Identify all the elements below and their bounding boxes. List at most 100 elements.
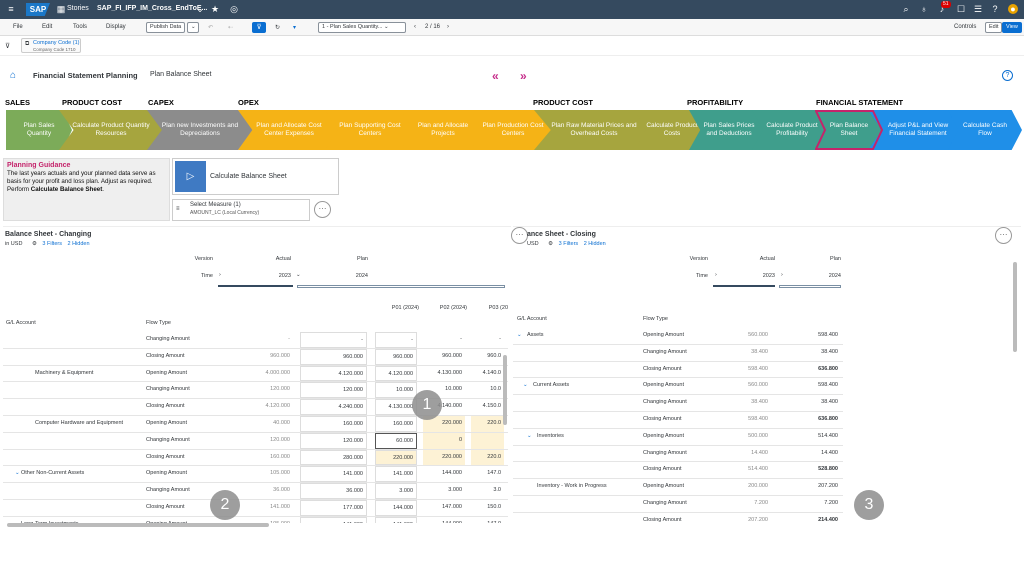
left-value-cell[interactable]: 120.000	[300, 382, 367, 399]
left-value-cell[interactable]: 220.0	[471, 416, 504, 432]
left-value-cell[interactable]: 960.000	[442, 352, 462, 359]
step-plan-sales-prices[interactable]: Plan Sales Prices and Deductions	[689, 110, 769, 150]
edit-mode-button[interactable]: Edit	[985, 22, 1003, 33]
filter-settings-icon[interactable]: ⊽	[5, 43, 11, 50]
menu-edit[interactable]: Edit	[42, 24, 53, 30]
chevron-down-icon[interactable]: ⌄	[196, 4, 204, 14]
left-value-cell[interactable]: 120.000	[300, 432, 367, 449]
right-filters-link[interactable]: 3 Filters	[558, 241, 579, 247]
step-plan-balance-sheet[interactable]: Plan Balance Sheet	[815, 110, 883, 150]
measure-more-icon[interactable]: ···	[314, 201, 331, 218]
left-scroll-v[interactable]	[503, 355, 507, 425]
right-table-more-icon[interactable]: ···	[995, 227, 1012, 244]
left-value-cell[interactable]: 220.000	[375, 449, 417, 466]
company-code-filter[interactable]: ⧉ Company Code (1) Company Code 1710	[21, 38, 81, 53]
story-name[interactable]: SAP_FI_IFP_IM_Cross_EndToE...	[97, 5, 208, 12]
left-scroll-h[interactable]	[7, 523, 269, 527]
notification-icon[interactable]: ♪	[939, 4, 945, 14]
left-value-cell[interactable]: 141.000	[375, 466, 417, 483]
step-calculate-cash-flow[interactable]: Calculate Cash Flow	[948, 110, 1022, 150]
menu-file[interactable]: File	[13, 24, 23, 30]
left-expand-actual-icon[interactable]: ›	[219, 272, 221, 278]
left-value-cell[interactable]: 220.0	[471, 449, 504, 466]
step-plan-allocate-cost-center[interactable]: Plan and Allocate Cost Center Expenses	[238, 110, 340, 150]
home-icon[interactable]: ⌂	[10, 70, 17, 81]
bookmark-icon[interactable]: ▾	[293, 25, 297, 31]
left-value-cell[interactable]: -	[499, 336, 501, 342]
left-value-cell[interactable]: 10.000	[445, 386, 462, 393]
left-value-cell[interactable]: 3.000	[375, 483, 417, 499]
history-icon[interactable]: ◎	[230, 4, 238, 14]
next-page-icon[interactable]: ›	[447, 24, 449, 30]
left-value-cell[interactable]: 4.140.0	[482, 369, 501, 376]
left-value-cell[interactable]: 280.000	[300, 449, 367, 466]
menu-display[interactable]: Display	[106, 24, 126, 30]
right-hidden-link[interactable]: 2 Hidden	[583, 241, 606, 247]
left-value-cell[interactable]: 960.000	[300, 348, 367, 365]
calculate-balance-sheet-button[interactable]: ▷ Calculate Balance Sheet	[172, 158, 339, 195]
redo-icon[interactable]: ⇠	[228, 25, 234, 31]
left-value-cell[interactable]: -	[460, 336, 462, 342]
left-value-cell[interactable]: 144.000	[423, 517, 465, 523]
right-expand-plan-icon[interactable]: ›	[781, 272, 783, 278]
publish-dropdown[interactable]: ⌄	[187, 22, 199, 33]
right-expand-actual-icon[interactable]: ›	[715, 272, 717, 278]
left-value-cell[interactable]: 960.0	[487, 352, 501, 359]
help-bulb-icon[interactable]: ♁	[920, 4, 928, 14]
menu-tools[interactable]: Tools	[73, 24, 88, 30]
left-expand-plan-icon[interactable]: ⌄	[296, 272, 301, 278]
left-table-more-icon[interactable]: ···	[511, 227, 528, 244]
publish-data-button[interactable]: Publish Data	[146, 22, 186, 33]
left-value-cell[interactable]: 141.000	[300, 466, 367, 483]
left-value-cell[interactable]: 4.130.000	[437, 369, 462, 376]
left-hidden-link[interactable]: 2 Hidden	[67, 241, 90, 247]
left-value-cell[interactable]: 4.240.000	[300, 399, 367, 415]
right-collapse-icon[interactable]: ⌄	[527, 432, 532, 439]
left-value-cell[interactable]: 4.120.000	[300, 365, 367, 382]
star-icon[interactable]: ★	[210, 4, 220, 14]
chat-icon[interactable]: ☐	[956, 4, 966, 14]
left-collapse-icon[interactable]: ⌄	[15, 521, 23, 523]
step-plan-allocate-projects[interactable]: Plan and Allocate Projects	[401, 110, 485, 150]
step-plan-new-investments[interactable]: Plan new Investments and Depreciations	[147, 110, 253, 150]
menu-icon[interactable]: ≡	[8, 4, 14, 14]
left-value-cell[interactable]: 160.000	[300, 416, 367, 432]
right-scroll-v[interactable]	[1013, 262, 1017, 352]
left-value-cell[interactable]: 220.000	[423, 449, 465, 466]
left-value-cell[interactable]: 220.000	[423, 416, 465, 432]
page-select[interactable]: 1 - Plan Sales Quantity... ⌄	[318, 22, 406, 33]
left-value-cell[interactable]: 177.000	[300, 500, 367, 516]
left-value-cell[interactable]: 4.150.0	[482, 403, 501, 410]
step-adjust-pl-financial-statement[interactable]: Adjust P&L and View Financial Statement	[868, 110, 968, 150]
info-icon[interactable]: ?	[1002, 70, 1013, 81]
left-value-cell[interactable]: 10.000	[375, 382, 417, 399]
prev-page-icon[interactable]: ‹	[414, 24, 416, 30]
controls-link[interactable]: Controls	[954, 24, 977, 30]
left-value-cell[interactable]: 4.140.000	[437, 403, 462, 410]
left-value-cell[interactable]: 960.000	[375, 348, 417, 365]
left-value-cell[interactable]: 147.0	[487, 470, 501, 477]
refresh-icon[interactable]: ↻	[275, 25, 281, 31]
select-measure[interactable]: ≡ Select Measure (1) AMOUNT_LC (Local Cu…	[172, 199, 310, 221]
right-collapse-icon[interactable]: ⌄	[523, 382, 528, 389]
left-value-cell[interactable]: 144.000	[442, 470, 462, 477]
search-icon[interactable]: ⌕	[903, 4, 909, 14]
left-value-cell[interactable]: 0	[423, 432, 465, 449]
left-value-cell[interactable]: 141.000	[375, 516, 417, 523]
step-calculate-product-quantity[interactable]: Calculate Product Quantity Resources	[59, 110, 163, 150]
avatar[interactable]: ●	[1008, 4, 1018, 14]
prev-step-icon[interactable]: «	[492, 69, 499, 83]
left-value-cell[interactable]: 36.000	[300, 483, 367, 499]
left-value-cell[interactable]: 60.000	[375, 432, 417, 449]
left-value-cell[interactable]: 4.130.000	[375, 399, 417, 415]
filter-icon[interactable]: ⊽	[252, 22, 266, 33]
left-value-cell[interactable]: 144.000	[375, 500, 417, 516]
left-value-cell[interactable]: -	[300, 332, 367, 348]
left-collapse-icon[interactable]: ⌄	[15, 470, 20, 477]
left-value-cell[interactable]: 4.120.000	[375, 365, 417, 382]
left-value-cell[interactable]: 150.0	[487, 504, 501, 510]
step-plan-supporting-cost-centers[interactable]: Plan Supporting Cost Centers	[325, 110, 415, 150]
left-value-cell[interactable]: 3.0	[493, 487, 501, 494]
left-filters-link[interactable]: 3 Filters	[42, 241, 62, 247]
next-step-icon[interactable]: »	[520, 69, 527, 83]
